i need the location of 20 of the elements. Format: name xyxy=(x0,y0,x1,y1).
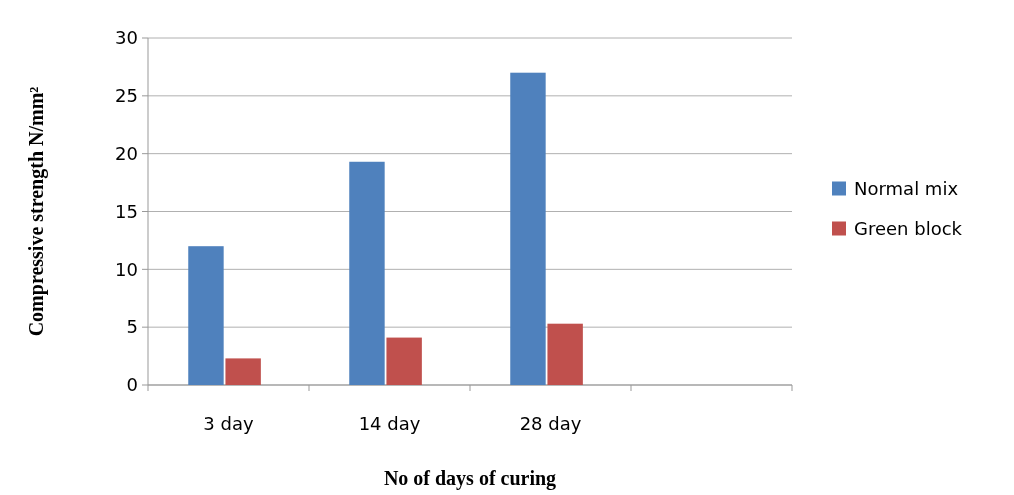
x-tick-label: 28 day xyxy=(519,413,582,434)
x-tick-label: 3 day xyxy=(203,413,254,434)
y-tick-label: 10 xyxy=(115,258,138,280)
y-tick-label: 30 xyxy=(115,27,138,49)
y-tick-label: 0 xyxy=(126,374,138,396)
y-tick-label: 5 xyxy=(126,316,138,338)
legend-label: Normal mix xyxy=(854,177,959,199)
bar xyxy=(188,246,224,385)
bar xyxy=(386,337,422,385)
y-tick-label: 25 xyxy=(115,85,138,107)
y-tick-label: 20 xyxy=(115,142,138,164)
x-axis-title: No of days of curing xyxy=(383,467,557,490)
bar xyxy=(510,72,546,385)
y-axis-title: Compressive strength N/mm² xyxy=(25,86,48,337)
bar xyxy=(547,323,583,385)
bar xyxy=(349,161,385,385)
y-tick-label: 15 xyxy=(115,200,138,222)
x-tick-label: 14 day xyxy=(358,413,421,434)
bar xyxy=(225,358,261,385)
legend-label: Green block xyxy=(854,217,963,239)
